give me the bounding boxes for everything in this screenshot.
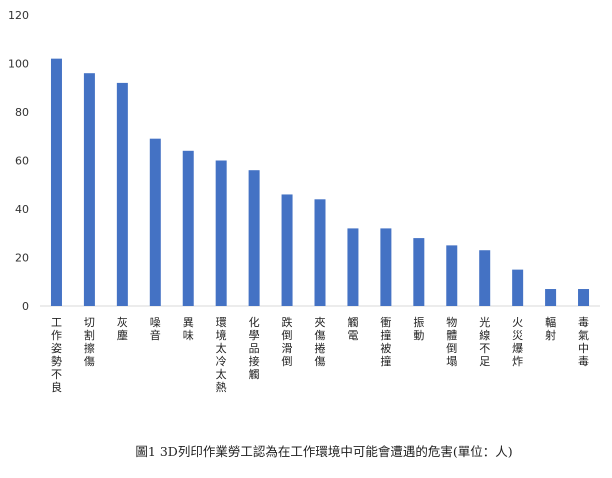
bar xyxy=(50,58,62,307)
category-label: 火災爆炸 xyxy=(512,316,523,368)
bar xyxy=(248,170,260,306)
bar xyxy=(281,194,293,306)
category-label: 毒氣中毒 xyxy=(578,316,589,368)
category-label: 衝撞被撞 xyxy=(380,315,391,368)
y-tick-label: 0 xyxy=(22,300,29,313)
bar xyxy=(116,82,128,307)
bar xyxy=(446,245,458,306)
bar xyxy=(314,199,326,306)
y-tick-label: 80 xyxy=(15,106,29,119)
y-tick-label: 60 xyxy=(15,155,29,168)
figure-caption: 圖1 3D列印作業勞工認為在工作環境中可能會遭遇的危害(單位：人) xyxy=(135,444,513,459)
bar xyxy=(479,250,491,306)
y-tick-label: 100 xyxy=(8,58,29,71)
y-tick-label: 40 xyxy=(15,203,29,216)
bar xyxy=(149,138,161,306)
y-axis-tick-labels: 0 20 40 60 80 100 120 xyxy=(8,9,29,313)
y-tick-label: 20 xyxy=(15,252,29,265)
bar xyxy=(578,289,590,306)
y-tick-label: 120 xyxy=(8,9,29,22)
category-label: 觸電 xyxy=(347,315,358,342)
bar xyxy=(413,238,425,306)
bars-group xyxy=(50,58,590,307)
category-label: 噪音 xyxy=(150,316,161,342)
bar xyxy=(83,73,95,306)
bar xyxy=(545,289,557,306)
bar xyxy=(215,160,227,306)
bar xyxy=(512,269,524,306)
bar xyxy=(347,228,359,306)
category-label: 跌倒滑倒 xyxy=(282,315,293,368)
category-label: 物體倒塌 xyxy=(446,315,457,368)
category-label: 環境太冷太熱 xyxy=(216,316,227,394)
category-label: 異味 xyxy=(183,316,194,342)
bar xyxy=(380,228,392,306)
category-label: 輻射 xyxy=(545,316,556,342)
category-label: 灰塵 xyxy=(117,315,128,342)
category-label: 光線不足 xyxy=(479,315,490,368)
bar xyxy=(182,150,194,306)
category-label: 化學品接觸 xyxy=(249,315,260,381)
category-label: 夾傷捲傷 xyxy=(315,316,326,368)
category-label: 切割擦傷 xyxy=(84,316,95,368)
category-label: 工作姿勢不良 xyxy=(51,316,62,394)
category-label: 振動 xyxy=(413,315,424,342)
